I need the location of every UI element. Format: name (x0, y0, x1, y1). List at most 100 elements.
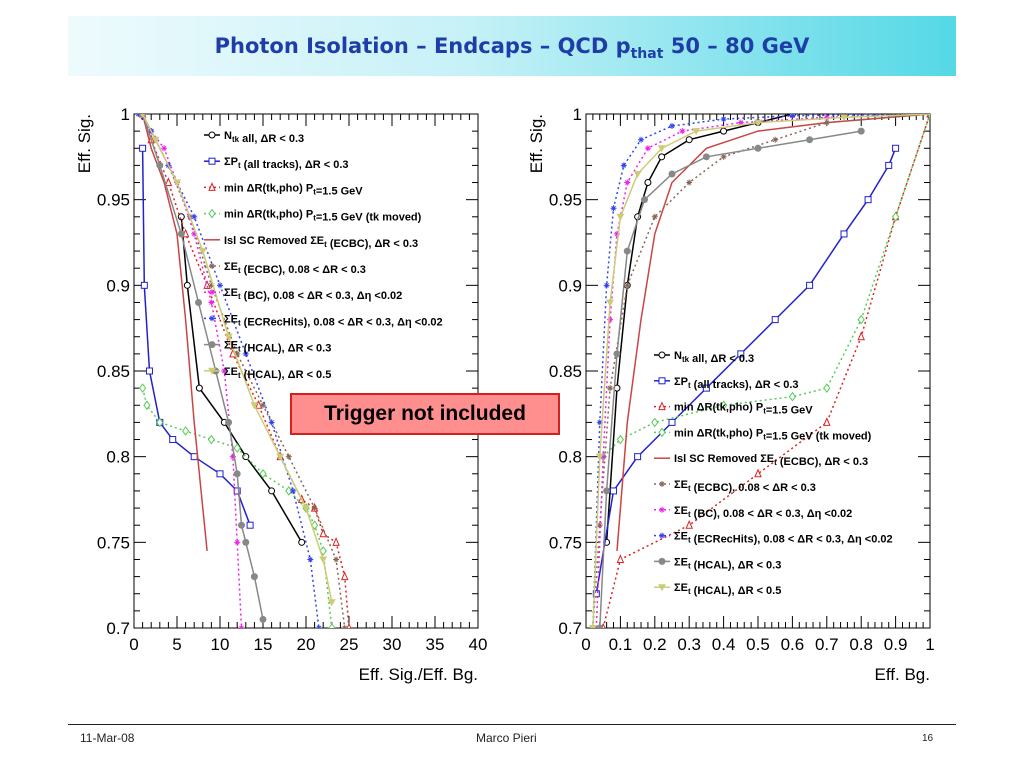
data-point (857, 127, 865, 135)
data-point (624, 179, 631, 186)
y-tick-label: 0.7 (558, 619, 582, 638)
title-subscript: that (630, 46, 664, 63)
legend-marker-2 (658, 401, 666, 411)
data-point (806, 136, 814, 144)
series-line-4 (141, 114, 208, 551)
data-point (840, 114, 848, 122)
legend-label-0: Ntk all, ΔR < 0.3 (674, 350, 754, 365)
legend-marker-5 (209, 263, 215, 269)
data-point (864, 196, 872, 204)
data-point (217, 282, 223, 289)
data-point (588, 625, 597, 628)
data-point (169, 436, 177, 444)
right-roc-chart: 0 0.1 0.2 0.3 0.4 0.5 0.6 0.7 0.8 0.9 1 0.7 0.75 0.8 0… (527, 105, 935, 684)
y-tick-label: 0.85 (549, 362, 582, 381)
data-point (285, 486, 293, 496)
data-point (276, 453, 285, 461)
data-point (246, 521, 254, 529)
legend: Ntk all, ΔR < 0.3 ΣPt (all tracks), ΔR < … (204, 130, 443, 381)
legend-marker-1 (658, 377, 666, 385)
data-point (616, 213, 625, 221)
data-point (173, 179, 181, 187)
data-point (260, 402, 266, 409)
footer-author: Marco Pieri (476, 731, 537, 745)
data-point (658, 153, 666, 161)
legend-marker-3 (208, 208, 216, 219)
legend-marker-1 (208, 157, 216, 165)
legend-marker-5 (659, 481, 665, 487)
data-point (198, 248, 207, 256)
data-point (333, 556, 340, 563)
data-point (298, 538, 306, 546)
data-point (242, 538, 250, 546)
series-line-0 (605, 114, 793, 543)
legend-marker-6 (209, 289, 215, 296)
data-point (737, 350, 745, 358)
data-point (610, 205, 617, 212)
data-point (669, 122, 675, 129)
y-tick-label: 1 (573, 105, 582, 124)
legend-marker-3 (658, 427, 666, 438)
data-point (340, 571, 349, 581)
data-point (657, 145, 666, 153)
data-point (644, 145, 651, 152)
data-point (183, 281, 191, 289)
data-point (285, 453, 292, 460)
data-point (145, 367, 153, 375)
data-point (607, 316, 614, 323)
data-point (311, 505, 318, 512)
legend-marker-9 (658, 584, 666, 592)
legend-label-1: ΣPt (all tracks), ΔR < 0.3 (674, 376, 799, 391)
data-point (754, 468, 762, 478)
plot-frame (585, 113, 931, 629)
legend-label-6: ΣEt (BC), 0.08 < ΔR < 0.3, Δη <0.02 (674, 505, 852, 520)
legend-label-6: ΣEt (BC), 0.08 < ΔR < 0.3, Δη <0.02 (224, 287, 402, 302)
legend: Ntk all, ΔR < 0.3 ΣPt (all tracks), ΔR < … (654, 350, 893, 597)
data-point (596, 522, 603, 529)
data-point (328, 623, 336, 628)
x-tick-label: 0.5 (746, 635, 770, 654)
data-point (233, 443, 241, 453)
data-point (242, 350, 249, 357)
title-tail: 50 – 80 GeV (663, 34, 810, 58)
data-point (216, 470, 224, 478)
series-line-6 (595, 114, 930, 628)
data-point (221, 368, 228, 374)
x-tick-label: 0.3 (677, 635, 701, 654)
y-tick-label: 0.95 (97, 191, 130, 210)
legend-label-4: Isl SC Removed ΣEt (ECBC), ΔR < 0.3 (674, 453, 868, 468)
y-tick-label: 1 (121, 105, 130, 124)
y-tick-label: 0.9 (106, 276, 130, 295)
legend-marker-6 (659, 506, 665, 513)
data-point (268, 487, 276, 495)
data-point (685, 519, 693, 529)
x-tick-label: 0.4 (712, 635, 736, 654)
series-layer (588, 114, 930, 628)
data-point (595, 453, 604, 461)
footer-date: 11-Mar-08 (80, 731, 135, 745)
x-tick-label: 1 (925, 635, 934, 654)
legend-label-9: ΣEt (HCAL), ΔR < 0.5 (674, 582, 781, 597)
y-axis-label: Eff. Sig. (527, 114, 546, 173)
title-main: Photon Isolation – Endcaps – QCD p (214, 34, 631, 58)
data-point (624, 282, 631, 289)
legend-label-5: ΣEt (ECBC), 0.08 < ΔR < 0.3 (224, 261, 366, 276)
data-point (702, 153, 710, 161)
legend-label-0: Ntk all, ΔR < 0.3 (224, 130, 304, 145)
data-point (302, 505, 310, 513)
data-point (857, 331, 865, 341)
data-point (720, 127, 728, 135)
y-tick-label: 0.8 (558, 448, 582, 467)
series-line-1 (595, 148, 897, 594)
x-tick-label: 30 (383, 635, 402, 654)
series-line-2 (141, 114, 350, 628)
data-point (720, 116, 727, 123)
series-line-7 (592, 114, 930, 628)
legend-marker-8 (658, 557, 666, 565)
data-point (307, 556, 314, 563)
x-tick-label: 0.7 (815, 635, 839, 654)
x-tick-label: 15 (254, 635, 273, 654)
data-point (592, 590, 600, 598)
x-tick-label: 0.2 (643, 635, 667, 654)
data-point (600, 453, 607, 460)
